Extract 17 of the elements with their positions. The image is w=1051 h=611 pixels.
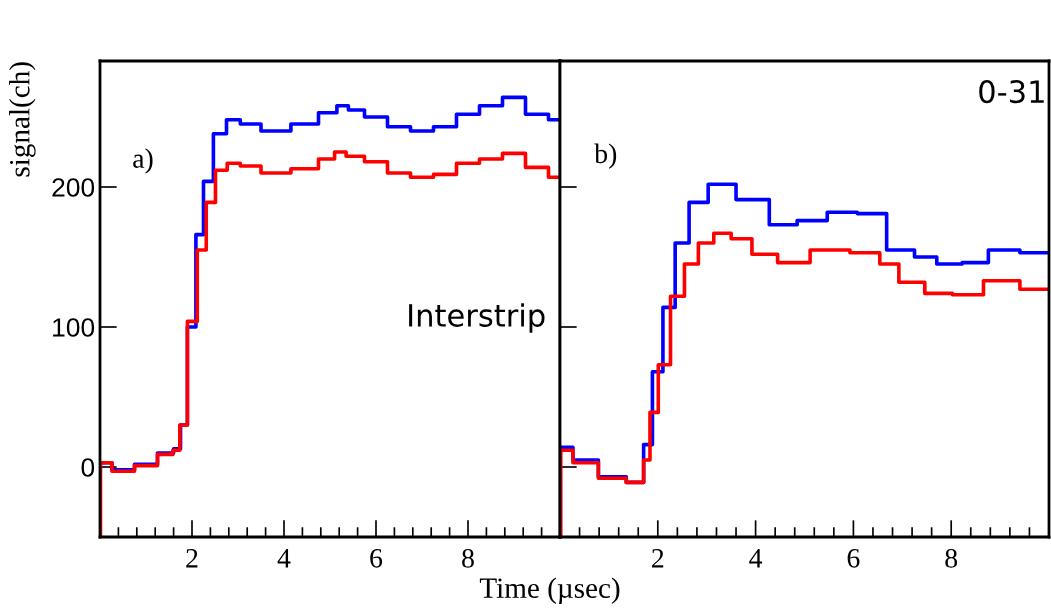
y-tick-label: 200 bbox=[52, 178, 95, 197]
annotation: 0-31 bbox=[979, 80, 1044, 104]
x-tick-label: 8 bbox=[462, 548, 474, 568]
x-axis-title: Time (µsec) bbox=[479, 577, 620, 604]
annotation: a) bbox=[133, 148, 153, 174]
x-tick-label: 8 bbox=[945, 548, 958, 568]
x-tick-label: 6 bbox=[370, 548, 383, 568]
y-tick-label: 100 bbox=[53, 318, 95, 337]
x-tick-label: 2 bbox=[186, 548, 198, 568]
annotation: b) bbox=[594, 143, 617, 169]
annotation: Interstrip bbox=[409, 303, 545, 333]
x-tick-label: 4 bbox=[277, 549, 291, 568]
x-tick-label: 2 bbox=[652, 548, 664, 568]
y-axis-title: signal(ch) bbox=[9, 62, 36, 177]
x-tick-label: 4 bbox=[749, 549, 763, 568]
y-tick-label: 0 bbox=[81, 458, 95, 477]
x-tick-label: 6 bbox=[847, 548, 860, 568]
